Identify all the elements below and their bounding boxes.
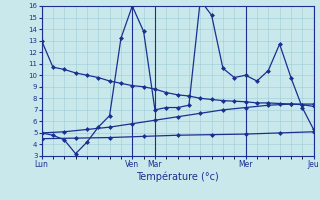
X-axis label: Température (°c): Température (°c)	[136, 172, 219, 182]
